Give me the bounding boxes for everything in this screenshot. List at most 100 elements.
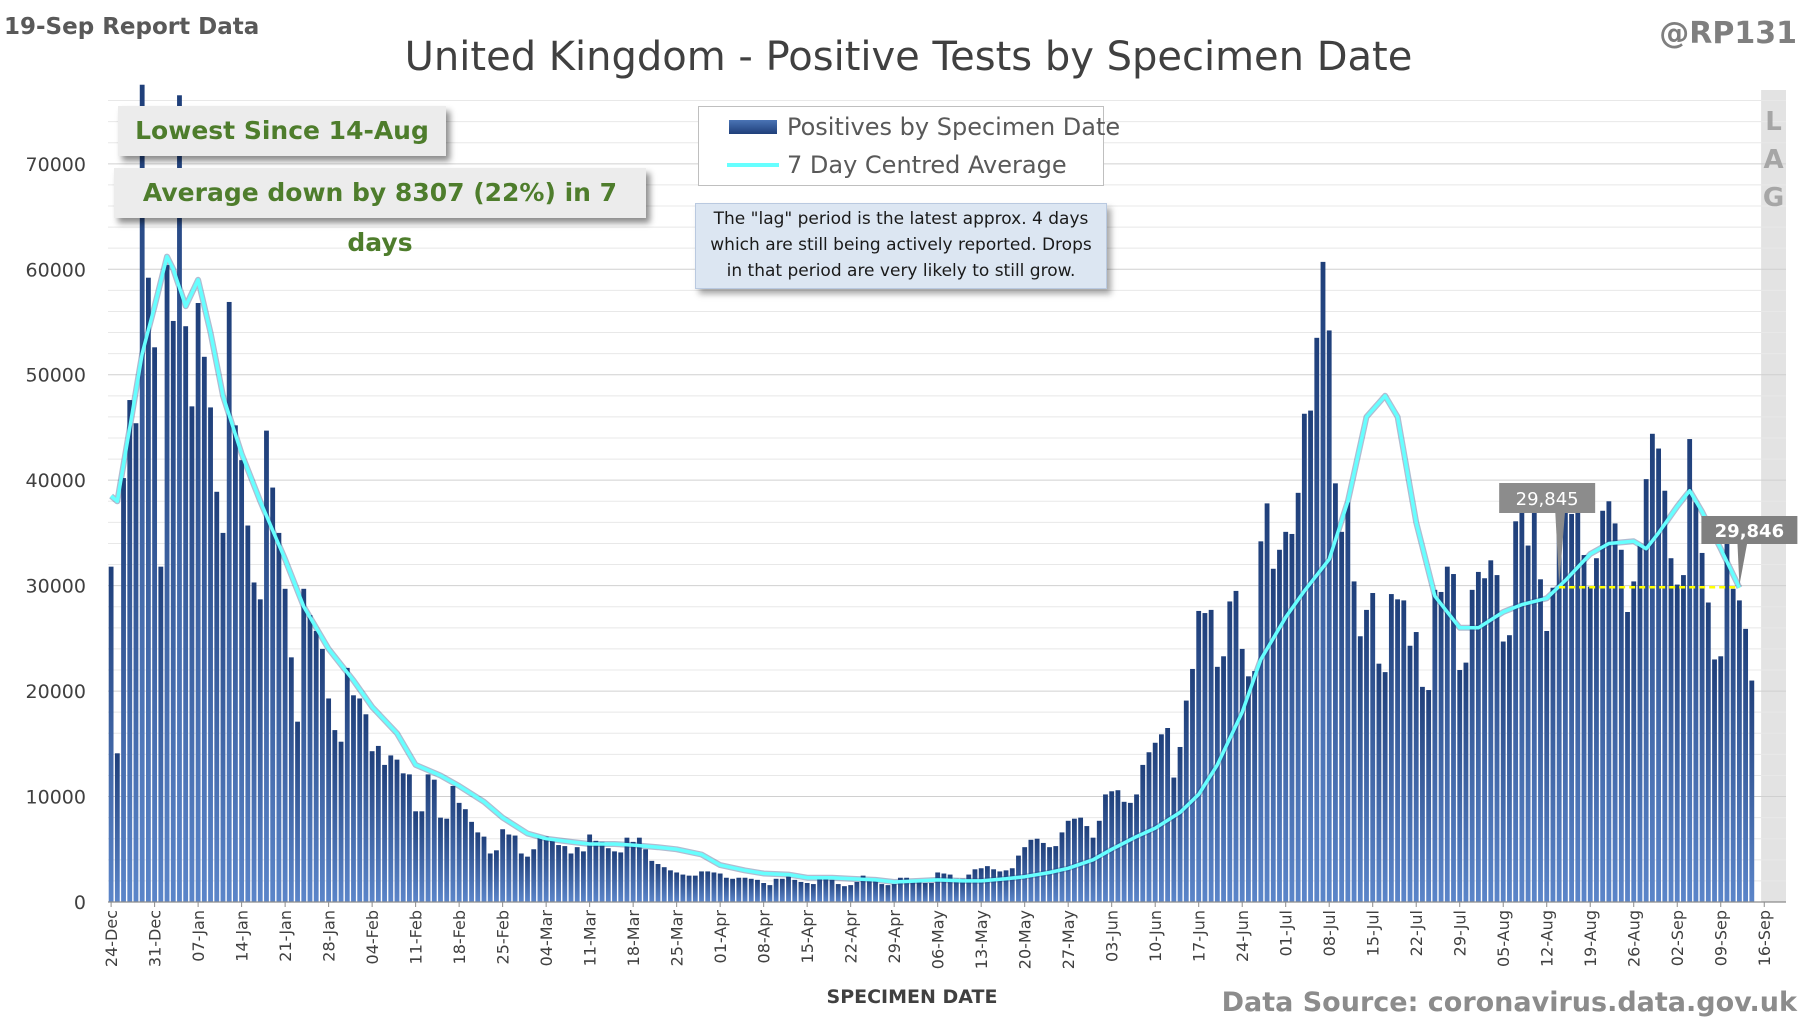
bar	[804, 883, 810, 902]
bar	[1003, 870, 1009, 902]
bar	[407, 774, 412, 902]
bar	[332, 730, 338, 902]
bar	[344, 667, 350, 902]
x-tick-label: 27-May	[1059, 910, 1078, 969]
x-tick-label: 07-Jan	[189, 910, 208, 962]
bar	[885, 885, 891, 902]
legend-item-average: 7 Day Centred Average	[699, 147, 1103, 183]
bar	[139, 84, 145, 902]
bar	[1028, 839, 1034, 902]
bar	[1581, 555, 1587, 902]
x-tick-label: 26-Aug	[1625, 910, 1644, 967]
bar	[1190, 668, 1195, 902]
bar	[1600, 510, 1606, 902]
bar	[587, 834, 593, 902]
legend-label-average: 7 Day Centred Average	[787, 151, 1067, 179]
bar	[817, 876, 823, 902]
x-tick-label: 24-Jun	[1233, 910, 1252, 962]
bar	[835, 884, 841, 902]
bar	[1159, 734, 1164, 902]
bar	[574, 847, 580, 902]
bar	[469, 821, 474, 902]
lag-letter: A	[1764, 145, 1784, 175]
bar	[1345, 502, 1351, 902]
bar	[450, 786, 456, 902]
bar	[1165, 728, 1171, 902]
annotation-label: 29,845	[1516, 489, 1579, 510]
legend-item-positives: Positives by Specimen Date	[699, 109, 1120, 145]
bar	[1382, 672, 1388, 902]
bar	[1152, 742, 1158, 902]
lag-letter: L	[1765, 107, 1782, 137]
bar	[288, 657, 294, 902]
bar	[1674, 584, 1680, 902]
bar	[494, 850, 499, 902]
bar	[1699, 552, 1705, 902]
y-tick-label: 0	[74, 892, 86, 914]
bar	[257, 599, 263, 902]
bar	[1308, 410, 1313, 902]
bar	[1736, 600, 1742, 902]
bar	[1749, 680, 1755, 902]
bar	[133, 423, 139, 902]
bar	[1656, 448, 1662, 902]
bar	[1438, 591, 1444, 902]
bar	[1047, 847, 1052, 902]
bar	[1444, 566, 1450, 902]
bar	[1239, 648, 1245, 902]
bar	[226, 301, 232, 902]
report-date-label: 19-Sep Report Data	[4, 14, 260, 40]
bar	[549, 839, 555, 902]
bar	[1059, 832, 1065, 902]
lag-note-line: in that period are very likely to still …	[726, 261, 1076, 281]
bar	[388, 755, 394, 902]
bar	[1612, 523, 1618, 902]
callout-lowest-since: Lowest Since 14-Aug	[118, 106, 446, 156]
bar	[879, 884, 885, 902]
annotation-pointer	[1555, 510, 1566, 586]
bar	[897, 877, 903, 902]
bar	[1078, 817, 1084, 902]
legend-swatch-line	[727, 163, 779, 167]
bar	[1662, 490, 1668, 902]
bar	[854, 881, 860, 902]
bar	[1625, 612, 1630, 902]
x-tick-label: 08-Jul	[1320, 910, 1339, 956]
bar	[121, 478, 126, 902]
x-tick-label: 18-Mar	[624, 910, 643, 967]
lag-band	[1761, 90, 1786, 902]
bar	[1494, 575, 1500, 902]
bar	[1022, 847, 1028, 902]
bar	[1127, 802, 1133, 902]
bar	[1556, 513, 1562, 902]
x-tick-label: 13-May	[972, 910, 991, 969]
bar	[307, 615, 313, 902]
bar	[1084, 826, 1090, 902]
bar	[351, 695, 356, 902]
bar	[1370, 593, 1376, 902]
bar	[1227, 601, 1233, 902]
bar	[1208, 609, 1214, 902]
bar	[655, 864, 661, 902]
bar	[1121, 801, 1127, 902]
bar	[1643, 479, 1649, 902]
bar	[1252, 671, 1258, 902]
bar	[1246, 676, 1251, 902]
bar	[525, 856, 530, 902]
bar	[1668, 558, 1674, 902]
bar	[692, 875, 698, 902]
y-tick-label: 30000	[26, 576, 86, 598]
bar	[512, 835, 518, 902]
bar	[786, 876, 791, 902]
annotation-box	[1701, 516, 1798, 544]
bar	[1525, 545, 1531, 902]
bar	[543, 836, 549, 902]
x-tick-label: 22-Jul	[1407, 910, 1426, 956]
bar	[960, 878, 965, 902]
bar	[624, 837, 630, 902]
x-tick-label: 19-Aug	[1581, 910, 1600, 967]
lag-note-line: The "lag" period is the latest approx. 4…	[713, 209, 1089, 229]
bar	[630, 841, 636, 902]
x-tick-label: 11-Feb	[407, 910, 426, 964]
bar	[605, 848, 611, 902]
